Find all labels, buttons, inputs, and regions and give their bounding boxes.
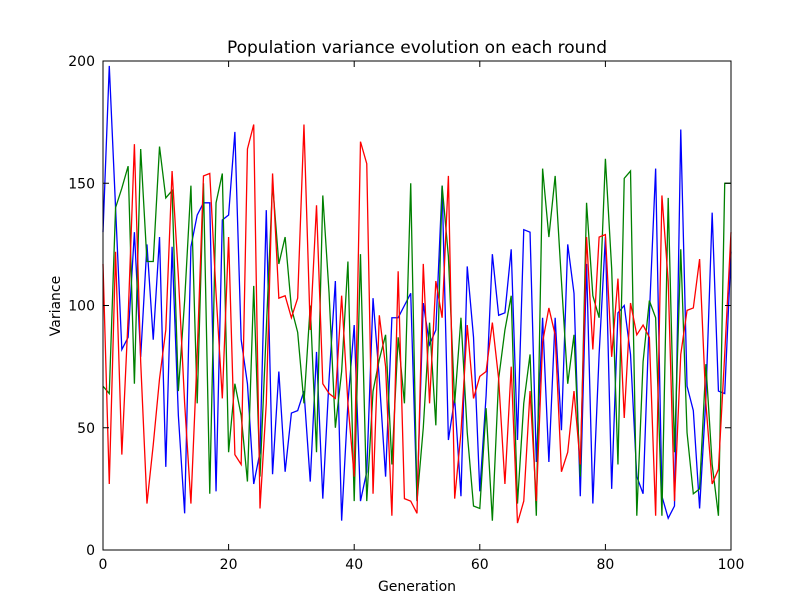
x-tick-label: 60 [471,557,489,573]
x-tick-label: 40 [345,557,363,573]
x-tick-label: 80 [596,557,614,573]
x-tick-label: 0 [99,557,108,573]
y-tick-label: 50 [77,421,95,437]
y-tick-label: 200 [68,54,95,70]
series-line [102,124,732,524]
y-tick-label: 100 [68,299,95,315]
y-tick-label: 0 [86,543,95,559]
y-axis-label: Variance [48,276,64,336]
x-tick-label: 20 [220,557,238,573]
y-tick-label: 150 [68,176,95,192]
x-axis-label: Generation [378,579,456,595]
x-tick-label: 100 [718,557,745,573]
chart-title: Population variance evolution on each ro… [227,38,607,58]
